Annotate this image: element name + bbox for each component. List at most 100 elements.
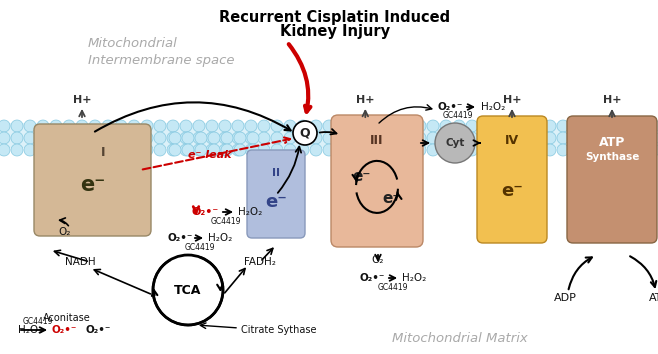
Circle shape xyxy=(310,132,322,144)
Circle shape xyxy=(50,120,62,132)
Circle shape xyxy=(583,144,595,156)
Circle shape xyxy=(195,144,207,156)
Circle shape xyxy=(531,120,543,132)
Circle shape xyxy=(388,144,400,156)
Circle shape xyxy=(492,144,504,156)
Circle shape xyxy=(349,132,361,144)
Text: H₂O₂: H₂O₂ xyxy=(208,233,232,243)
Text: NADH: NADH xyxy=(64,257,95,267)
Text: GC4419: GC4419 xyxy=(378,284,408,292)
Text: II: II xyxy=(272,168,280,178)
Circle shape xyxy=(297,132,309,144)
Circle shape xyxy=(453,120,465,132)
Text: GC4419: GC4419 xyxy=(23,318,53,326)
Circle shape xyxy=(154,132,166,144)
Circle shape xyxy=(609,132,621,144)
Text: O₂•⁻: O₂•⁻ xyxy=(360,273,386,283)
Circle shape xyxy=(635,120,647,132)
Circle shape xyxy=(336,132,348,144)
Circle shape xyxy=(247,132,259,144)
Circle shape xyxy=(167,120,179,132)
Circle shape xyxy=(622,144,634,156)
Circle shape xyxy=(128,132,140,144)
Circle shape xyxy=(570,132,582,144)
Circle shape xyxy=(153,255,223,325)
Circle shape xyxy=(169,132,181,144)
Circle shape xyxy=(440,144,452,156)
Circle shape xyxy=(570,144,582,156)
Circle shape xyxy=(284,120,296,132)
Bar xyxy=(0,123,658,148)
Circle shape xyxy=(505,120,517,132)
Text: Recurrent Cisplatin Induced: Recurrent Cisplatin Induced xyxy=(219,10,451,25)
Circle shape xyxy=(141,132,153,144)
Circle shape xyxy=(63,120,75,132)
Circle shape xyxy=(609,120,621,132)
Circle shape xyxy=(219,120,231,132)
Circle shape xyxy=(401,144,413,156)
Circle shape xyxy=(492,132,504,144)
Circle shape xyxy=(557,144,569,156)
Circle shape xyxy=(219,132,231,144)
Circle shape xyxy=(596,144,608,156)
Circle shape xyxy=(544,120,556,132)
Circle shape xyxy=(245,120,257,132)
Circle shape xyxy=(505,132,517,144)
Circle shape xyxy=(128,144,140,156)
Circle shape xyxy=(427,120,439,132)
Circle shape xyxy=(76,144,88,156)
Circle shape xyxy=(271,132,283,144)
Circle shape xyxy=(0,144,10,156)
Circle shape xyxy=(206,132,218,144)
Circle shape xyxy=(336,144,348,156)
Circle shape xyxy=(297,144,309,156)
Circle shape xyxy=(245,132,257,144)
Circle shape xyxy=(128,120,140,132)
Circle shape xyxy=(11,132,23,144)
Circle shape xyxy=(440,132,452,144)
Circle shape xyxy=(271,120,283,132)
Circle shape xyxy=(221,144,233,156)
Text: e⁻: e⁻ xyxy=(353,170,371,184)
Circle shape xyxy=(349,120,361,132)
Circle shape xyxy=(310,120,322,132)
Circle shape xyxy=(518,132,530,144)
Circle shape xyxy=(24,144,36,156)
Circle shape xyxy=(648,120,658,132)
Circle shape xyxy=(102,144,114,156)
Text: e⁻: e⁻ xyxy=(501,182,523,200)
Circle shape xyxy=(440,120,452,132)
Circle shape xyxy=(648,144,658,156)
Circle shape xyxy=(141,144,153,156)
Circle shape xyxy=(258,120,270,132)
Circle shape xyxy=(648,132,658,144)
Circle shape xyxy=(453,132,465,144)
Circle shape xyxy=(206,120,218,132)
Circle shape xyxy=(622,120,634,132)
Text: Mitochondrial Matrix: Mitochondrial Matrix xyxy=(392,332,528,345)
Circle shape xyxy=(310,144,322,156)
Circle shape xyxy=(323,132,335,144)
Circle shape xyxy=(234,144,246,156)
Circle shape xyxy=(154,144,166,156)
Circle shape xyxy=(76,120,88,132)
Circle shape xyxy=(115,120,127,132)
Circle shape xyxy=(479,144,491,156)
Circle shape xyxy=(232,120,244,132)
Text: Q: Q xyxy=(299,126,311,139)
Text: I: I xyxy=(101,145,105,159)
Circle shape xyxy=(208,144,220,156)
Circle shape xyxy=(50,132,62,144)
Circle shape xyxy=(63,144,75,156)
Circle shape xyxy=(284,132,296,144)
Text: ATP: ATP xyxy=(649,293,658,303)
Circle shape xyxy=(427,132,439,144)
Circle shape xyxy=(375,120,387,132)
Text: GC4419: GC4419 xyxy=(185,244,215,252)
Circle shape xyxy=(193,120,205,132)
Circle shape xyxy=(182,132,194,144)
Circle shape xyxy=(76,132,88,144)
Text: O₂•⁻: O₂•⁻ xyxy=(192,207,219,217)
Circle shape xyxy=(323,144,335,156)
Text: H₂O₂: H₂O₂ xyxy=(481,102,505,112)
